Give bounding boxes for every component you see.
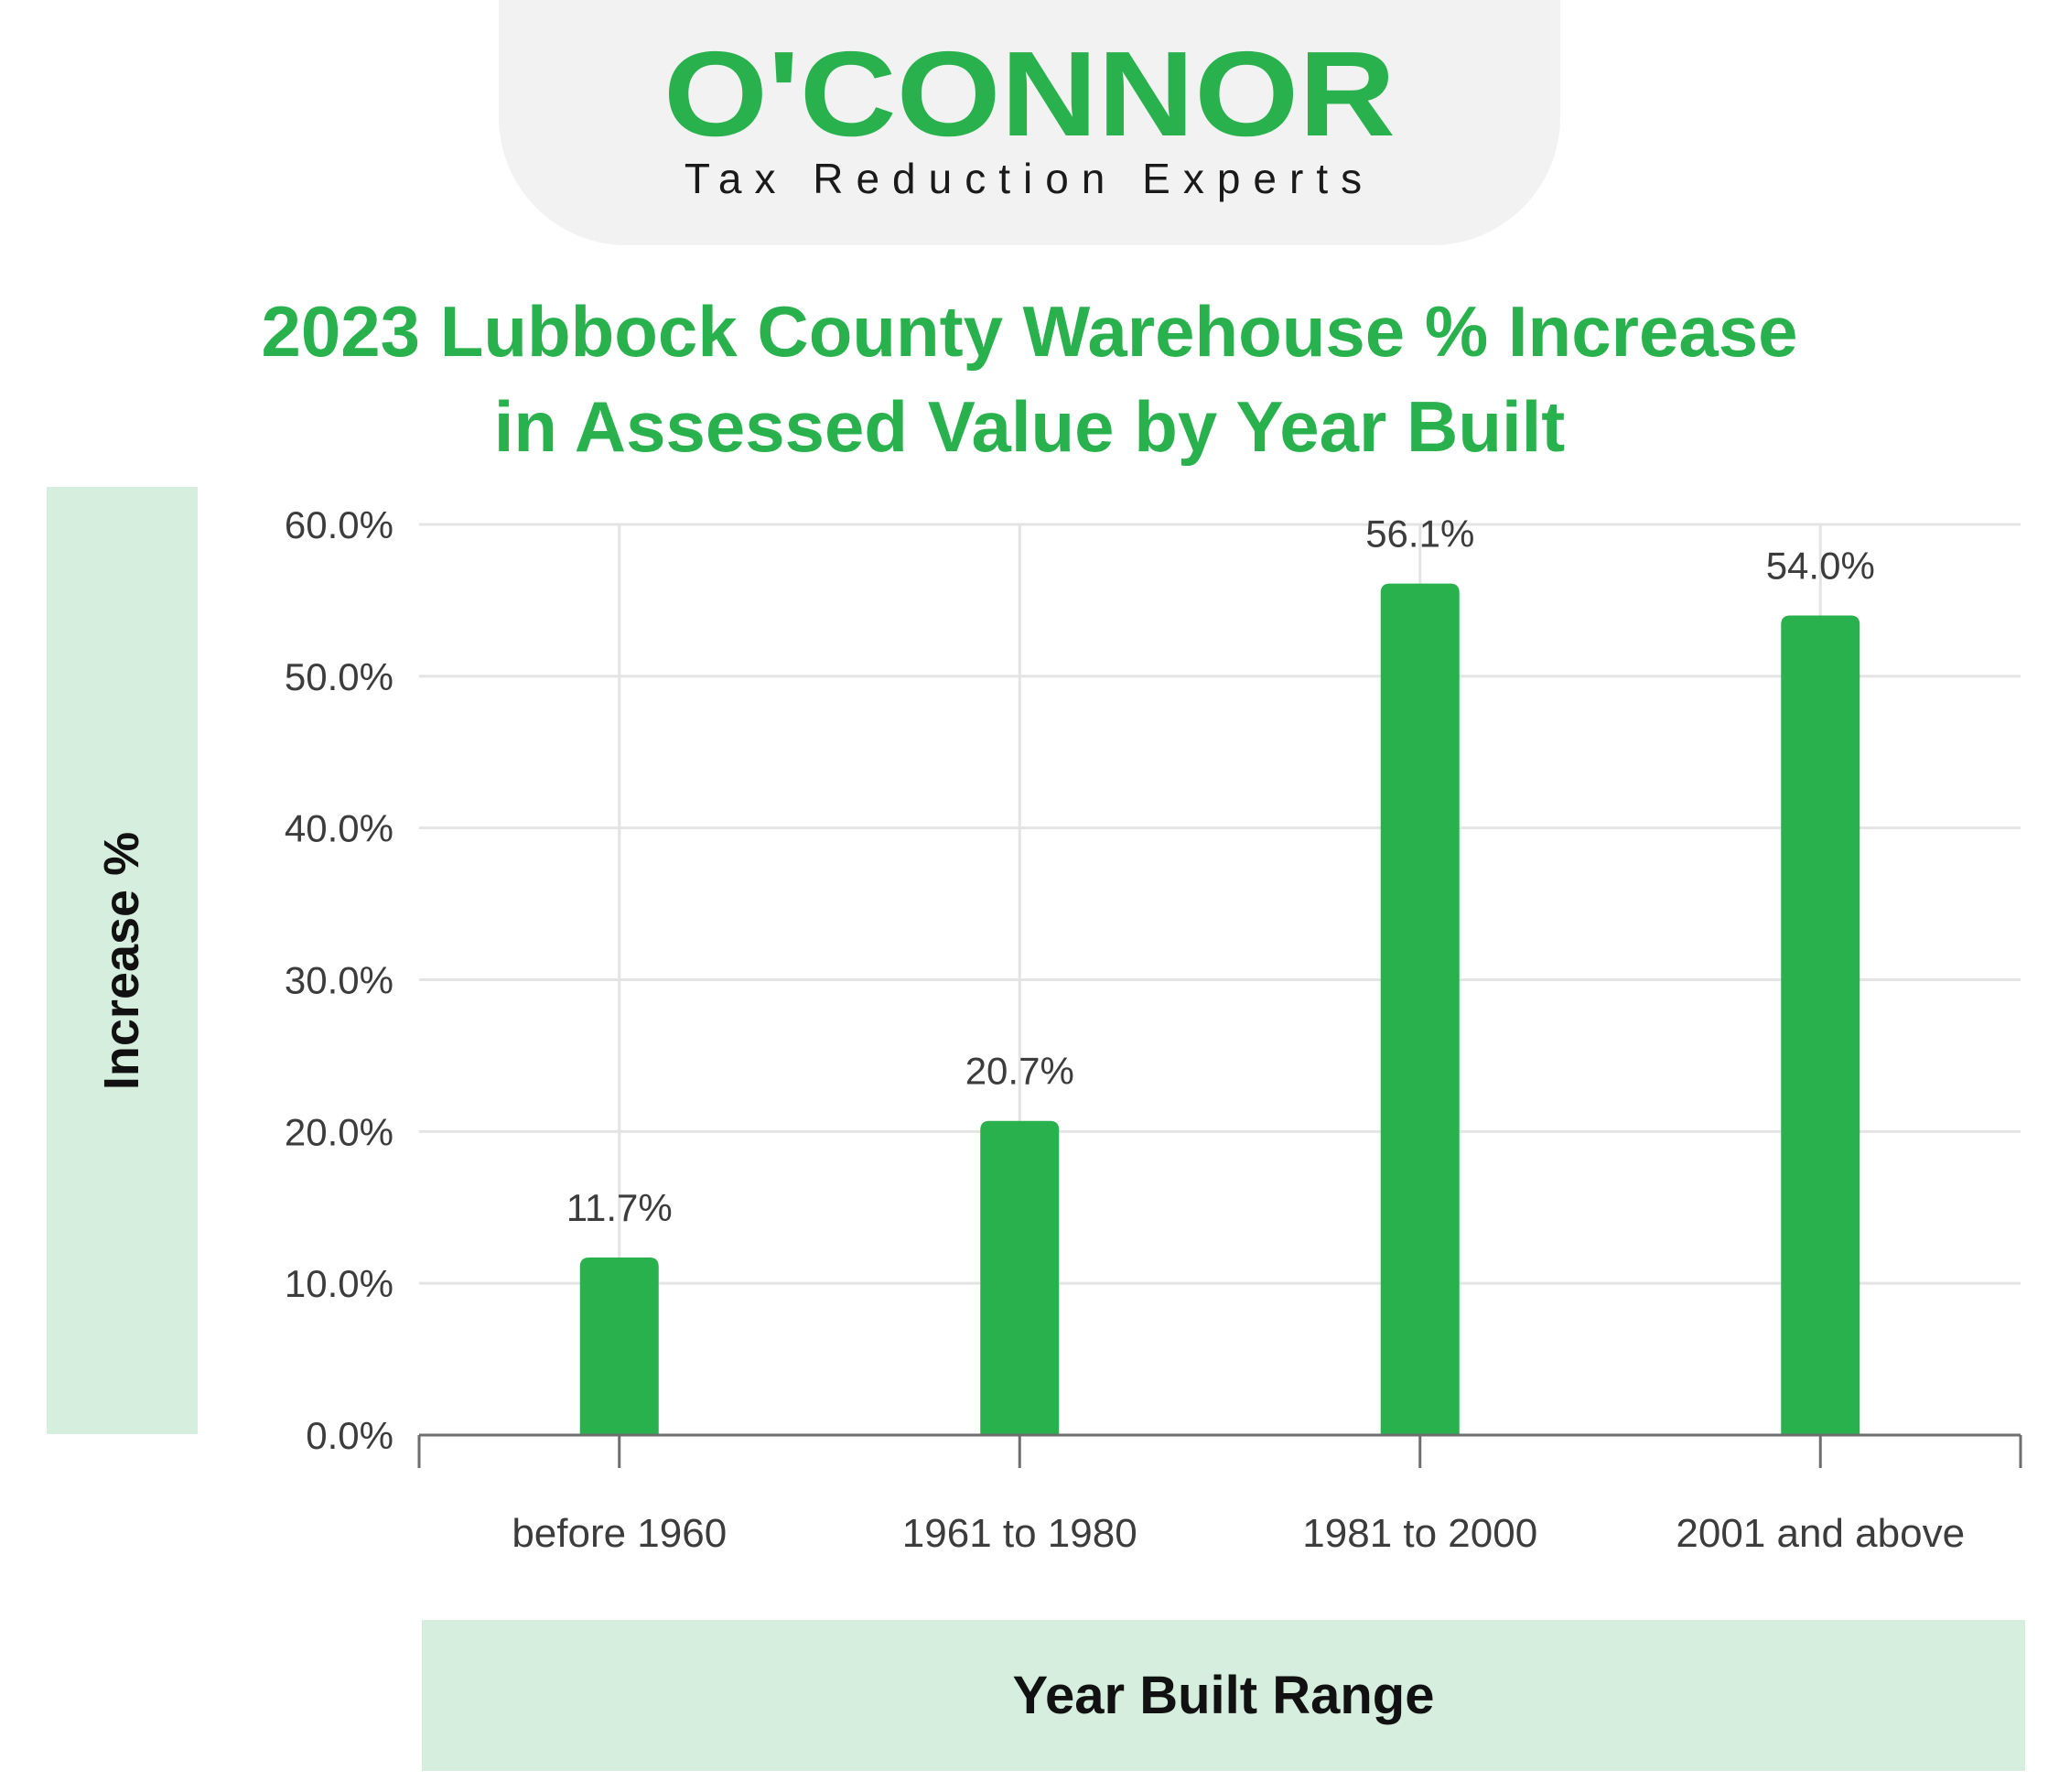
y-tick-label: 20.0% bbox=[285, 1110, 393, 1153]
header-panel bbox=[499, 0, 1560, 245]
data-label: 56.1% bbox=[1365, 513, 1474, 556]
bar bbox=[1781, 615, 1860, 1435]
logo-tagline: Tax Reduction Experts bbox=[684, 155, 1375, 202]
logo: O'CONNOR Tax Reduction Experts bbox=[0, 0, 2059, 245]
bar bbox=[980, 1120, 1060, 1435]
y-tick-label: 40.0% bbox=[285, 807, 393, 850]
data-label: 11.7% bbox=[566, 1186, 673, 1229]
y-tick-label: 60.0% bbox=[285, 503, 393, 546]
y-tick-label: 50.0% bbox=[285, 655, 393, 698]
y-axis-label-band bbox=[47, 487, 198, 1434]
x-axis-label: Year Built Range bbox=[1012, 1666, 1435, 1725]
data-label: 54.0% bbox=[1766, 545, 1875, 588]
x-tick-label: before 1960 bbox=[512, 1511, 727, 1556]
y-tick-label: 0.0% bbox=[306, 1414, 393, 1457]
chart-title-line-2: in Assessed Value by Year Built bbox=[493, 386, 1566, 467]
bar bbox=[579, 1257, 659, 1435]
x-axis-label-band bbox=[422, 1620, 2025, 1771]
y-tick-label: 30.0% bbox=[285, 959, 393, 1002]
bar bbox=[1380, 583, 1460, 1435]
x-tick-label: 2001 and above bbox=[1676, 1511, 1965, 1556]
oconnor-logo-icon: O'CONNOR bbox=[663, 27, 1396, 146]
x-tick-label: 1961 to 1980 bbox=[902, 1511, 1137, 1556]
chart-title: 2023 Lubbock County Warehouse % Increase… bbox=[183, 284, 1876, 474]
logo-wordmark: O'CONNOR bbox=[663, 27, 1396, 146]
data-label: 20.7% bbox=[965, 1050, 1074, 1093]
x-tick-label: 1981 to 2000 bbox=[1302, 1511, 1537, 1556]
y-tick-label: 10.0% bbox=[285, 1262, 393, 1305]
chart-title-line-1: 2023 Lubbock County Warehouse % Increase bbox=[261, 291, 1798, 372]
